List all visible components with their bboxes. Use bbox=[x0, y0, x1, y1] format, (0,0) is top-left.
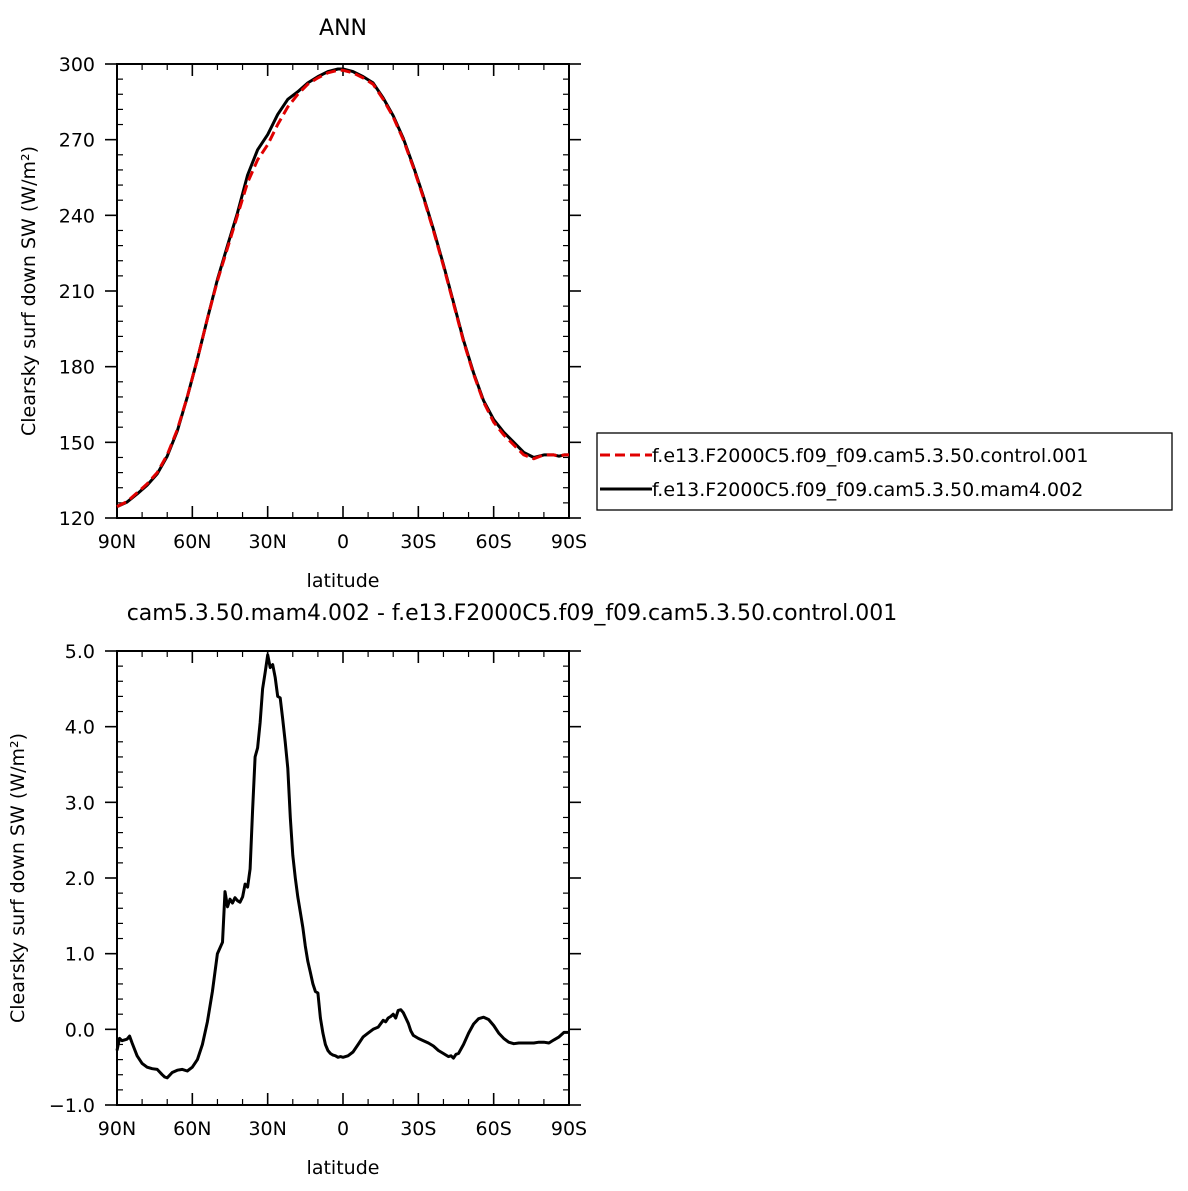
top-x-tick-label: 60S bbox=[476, 531, 512, 553]
legend-label-mam4: f.e13.F2000C5.f09_f09.cam5.3.50.mam4.002 bbox=[652, 479, 1083, 501]
top-y-tick-label: 300 bbox=[59, 54, 95, 76]
bottom-x-tick-label: 90S bbox=[551, 1118, 587, 1140]
top-x-tick-label: 90S bbox=[551, 531, 587, 553]
bottom-x-tick-label: 60N bbox=[173, 1118, 211, 1140]
top-plot-frame bbox=[116, 63, 570, 519]
bottom-y-tick-label: 2.0 bbox=[65, 868, 95, 890]
top-series-lines bbox=[116, 67, 569, 508]
bottom-x-tick-label: 90N bbox=[98, 1118, 136, 1140]
top-chart-title: ANN bbox=[319, 16, 367, 41]
bottom-chart-title: cam5.3.50.mam4.002 - f.e13.F2000C5.f09_f… bbox=[127, 601, 898, 626]
top-x-axis-label: latitude bbox=[307, 570, 380, 592]
top-axes bbox=[116, 63, 570, 519]
top-y-tick-label: 180 bbox=[59, 357, 95, 379]
top-y-tick-label: 270 bbox=[59, 130, 95, 152]
top-x-tick-label: 0 bbox=[337, 531, 349, 553]
bottom-x-tick-label: 0 bbox=[337, 1118, 349, 1140]
top-series-line-1 bbox=[116, 68, 569, 508]
legend-label-control: f.e13.F2000C5.f09_f09.cam5.3.50.control.… bbox=[652, 445, 1088, 467]
bottom-x-tick-label: 30S bbox=[400, 1118, 436, 1140]
bottom-y-tick-label: 4.0 bbox=[65, 717, 95, 739]
top-panel: ANN Clearsky surf down SW (W/m²) latitud… bbox=[18, 16, 587, 592]
bottom-y-tick-label: 3.0 bbox=[65, 792, 95, 814]
top-y-tick-label: 240 bbox=[59, 205, 95, 227]
top-y-tick-label: 120 bbox=[59, 508, 95, 530]
bottom-y-axis-label: Clearsky surf down SW (W/m²) bbox=[7, 733, 29, 1023]
bottom-y-tick-label: 5.0 bbox=[65, 641, 95, 663]
legend-box bbox=[596, 432, 1173, 511]
top-y-tick-label: 150 bbox=[59, 432, 95, 454]
bottom-y-tick-label: −1.0 bbox=[49, 1095, 95, 1117]
bottom-series-lines bbox=[115, 653, 569, 1080]
top-y-axis-label: Clearsky surf down SW (W/m²) bbox=[18, 146, 40, 436]
bottom-x-tick-label: 30N bbox=[248, 1118, 286, 1140]
bottom-ticks: 90N 60N 30N 0 30S 60S 90S −1.0 0.0 1.0 2.0 3.0 4.0 5.… bbox=[49, 641, 587, 1140]
top-ticks: 90N 60N 30N 0 30S 60S 90S 120 150 180 210 240 270 300 bbox=[59, 54, 587, 553]
top-y-tick-label: 210 bbox=[59, 281, 95, 303]
top-x-tick-label: 90N bbox=[98, 531, 136, 553]
legend: f.e13.F2000C5.f09_f09.cam5.3.50.control.… bbox=[596, 432, 1173, 511]
top-series-line-0 bbox=[116, 67, 569, 508]
bottom-x-axis-label: latitude bbox=[307, 1157, 380, 1179]
bottom-panel: cam5.3.50.mam4.002 - f.e13.F2000C5.f09_f… bbox=[7, 601, 897, 1179]
top-x-tick-label: 30S bbox=[400, 531, 436, 553]
top-x-tick-label: 30N bbox=[248, 531, 286, 553]
bottom-y-tick-label: 1.0 bbox=[65, 944, 95, 966]
top-x-tick-label: 60N bbox=[173, 531, 211, 553]
bottom-x-tick-label: 60S bbox=[476, 1118, 512, 1140]
bottom-series-line-0 bbox=[115, 653, 569, 1080]
bottom-y-tick-label: 0.0 bbox=[65, 1019, 95, 1041]
